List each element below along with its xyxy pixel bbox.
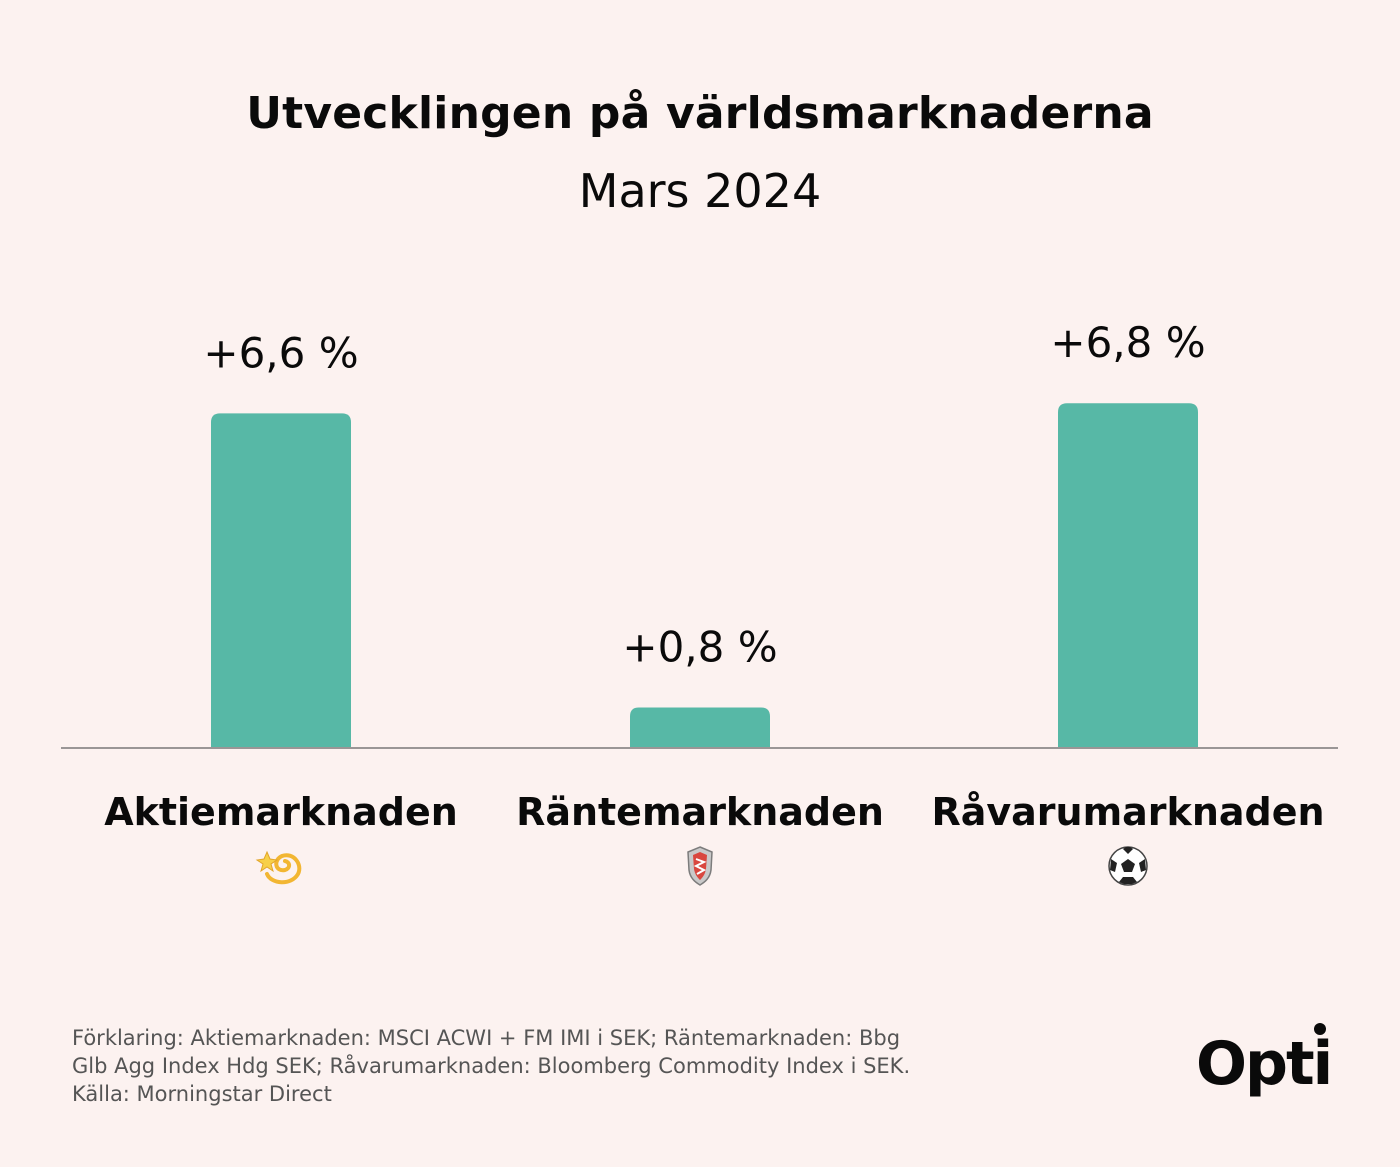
- chart-subtitle: Mars 2024: [578, 164, 822, 218]
- bar-råvarumarknaden: [1058, 403, 1198, 748]
- value-label: +0,8 %: [622, 622, 777, 671]
- bar-räntemarknaden: [630, 707, 770, 748]
- category-label: Aktiemarknaden: [104, 790, 458, 834]
- soccer-ball-icon: [1108, 846, 1148, 886]
- value-label: +6,6 %: [203, 328, 358, 377]
- category-label: Råvarumarknaden: [931, 790, 1324, 834]
- footnote-line: Förklaring: Aktiemarknaden: MSCI ACWI + …: [72, 1026, 901, 1050]
- bar-chart: +6,6 % Aktiemarknaden +0,8 % Räntemarknaden…: [61, 318, 1338, 886]
- logo-dot: [1314, 1023, 1326, 1035]
- footnote-line: Glb Agg Index Hdg SEK; Råvarumarknaden: …: [72, 1054, 911, 1078]
- dizzy-icon: [255, 850, 302, 885]
- footnote: Förklaring: Aktiemarknaden: MSCI ACWI + …: [72, 1024, 1032, 1108]
- logo-text: Opti: [1196, 1029, 1331, 1099]
- chart-title: Utvecklingen på världsmarknaderna: [246, 88, 1154, 139]
- bar-aktiemarknaden: [211, 413, 351, 748]
- value-label: +6,8 %: [1050, 318, 1205, 367]
- opti-logo: Opti: [1196, 1023, 1333, 1099]
- footnote-line: Källa: Morningstar Direct: [72, 1082, 332, 1106]
- category-label: Räntemarknaden: [516, 790, 884, 834]
- shield-icon: [687, 846, 713, 886]
